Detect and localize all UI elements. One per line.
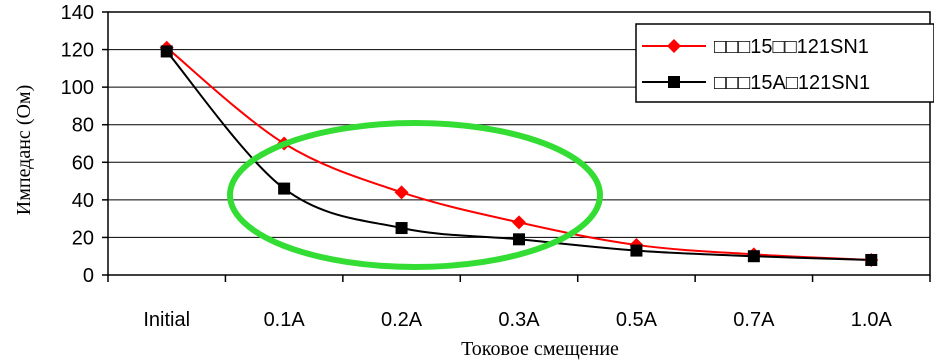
data-point <box>394 185 409 200</box>
x-tick-label: 0.5A <box>616 309 658 331</box>
series-markers <box>159 40 879 267</box>
x-axis: Initial 0.1A 0.2A 0.3A 0.5A 0.7A 1.0A <box>107 275 931 331</box>
y-tick-label: 0 <box>83 265 94 287</box>
data-point <box>865 253 878 266</box>
y-tick-label: 120 <box>61 40 94 62</box>
y-tick-label: 60 <box>72 152 94 174</box>
y-axis: 0 20 40 60 80 100 120 140 <box>61 2 108 287</box>
legend-box <box>635 23 934 103</box>
legend-label: □□□15A□121SN1 <box>714 72 870 94</box>
x-tick-label: 1.0A <box>851 309 893 331</box>
x-tick-label: 0.7A <box>733 309 775 331</box>
data-point <box>747 250 760 263</box>
x-tick-label: 0.2A <box>381 309 423 331</box>
x-tick-label: 0.1A <box>264 309 306 331</box>
data-point <box>395 222 408 235</box>
y-tick-label: 40 <box>72 190 94 212</box>
y-tick-label: 100 <box>61 77 94 99</box>
legend: □□□15□□121SN1 □□□15A□121SN1 <box>635 23 934 103</box>
legend-marker <box>668 76 680 88</box>
y-tick-label: 80 <box>72 115 94 137</box>
data-point <box>513 233 525 246</box>
legend-label: □□□15□□121SN1 <box>714 36 869 58</box>
data-point <box>630 244 643 257</box>
data-point <box>512 215 526 230</box>
data-point <box>160 45 173 58</box>
highlight-ellipse <box>227 120 603 270</box>
legend-marker <box>667 39 681 53</box>
y-tick-label: 20 <box>72 227 94 249</box>
x-tick-label: Initial <box>143 309 190 331</box>
y-axis-title: Импеданс (Ом) <box>13 85 35 215</box>
data-point <box>278 182 291 195</box>
x-tick-label: 0.3A <box>498 309 540 331</box>
x-axis-title: Токовое смещение <box>461 338 619 360</box>
plot-frame <box>107 11 931 276</box>
y-tick-label: 140 <box>61 2 94 24</box>
